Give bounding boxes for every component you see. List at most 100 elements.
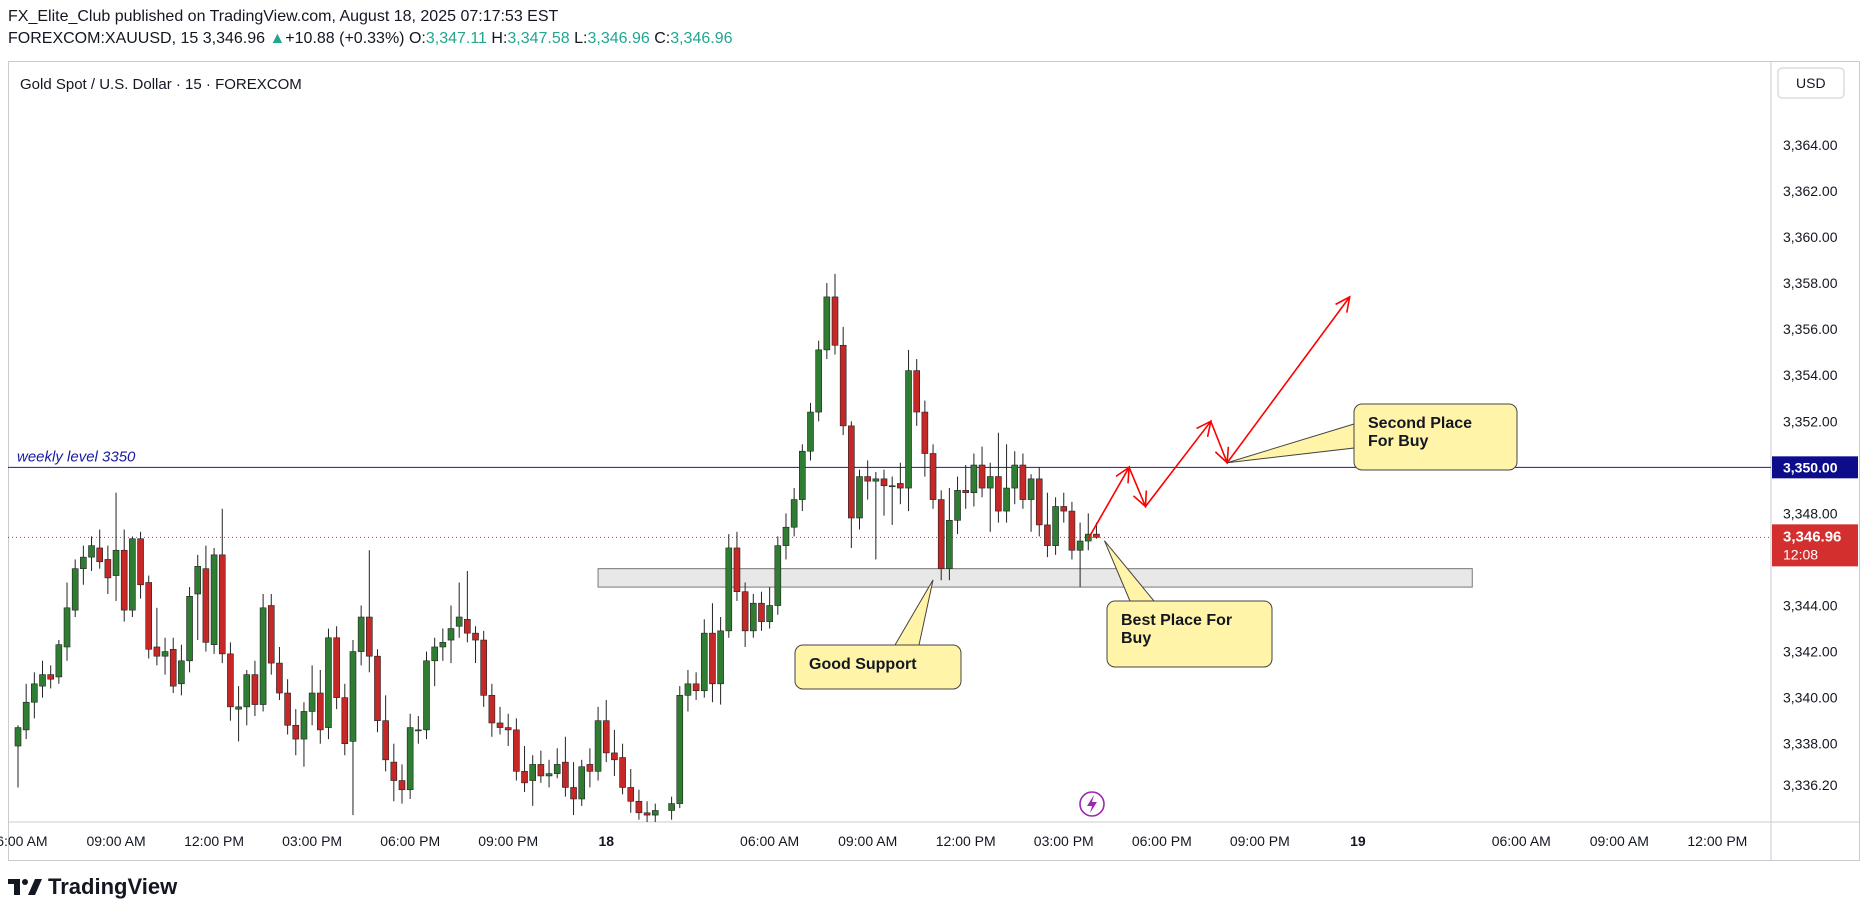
y-tick-label: 3,336.20 — [1783, 777, 1838, 793]
candle-body — [210, 554, 218, 645]
candle-body — [570, 787, 577, 800]
y-tick-label: 3,356.00 — [1783, 321, 1838, 337]
arrowhead-icon — [1115, 465, 1131, 484]
candle-body — [55, 644, 63, 678]
candle-body — [807, 411, 814, 452]
candle-body — [839, 344, 847, 427]
candle-body — [553, 764, 561, 774]
candle-body — [1076, 540, 1084, 551]
x-tick-label: 12:00 PM — [936, 833, 996, 849]
candle-body — [431, 646, 438, 662]
candle-body — [292, 724, 300, 740]
candle-body — [954, 490, 961, 521]
candle-body — [96, 547, 103, 563]
x-tick-label: 09:00 PM — [1230, 833, 1290, 849]
close-label: C: — [654, 30, 671, 47]
countdown-timer: 12:08 — [1783, 546, 1818, 562]
tradingview-logo-icon — [8, 879, 42, 895]
candle-body — [749, 602, 757, 632]
candle-body — [937, 499, 945, 569]
candle-body — [1060, 506, 1068, 512]
candle-body — [635, 800, 643, 814]
candle-body — [1044, 524, 1051, 546]
candle-body — [864, 476, 871, 482]
candle-body — [333, 637, 340, 698]
candle-body — [962, 490, 970, 493]
candle-body — [643, 812, 651, 816]
candle-body — [464, 619, 471, 634]
candle-body — [480, 639, 487, 696]
candle-body — [325, 637, 332, 728]
candle-body — [717, 630, 724, 685]
candle-body — [831, 296, 839, 346]
candle-body — [758, 602, 765, 622]
candle-body — [700, 632, 708, 692]
candle-body — [382, 720, 389, 761]
candle-body — [194, 566, 202, 595]
candle-body — [513, 729, 520, 772]
candle-body — [692, 683, 700, 692]
candle-body — [529, 764, 537, 781]
weekly-level-price-tag-text: 3,350.00 — [1783, 459, 1838, 475]
candle-body — [227, 653, 234, 708]
candle-body — [725, 547, 733, 632]
open-label: O: — [408, 30, 426, 47]
tradingview-logo[interactable]: TradingView — [8, 874, 177, 900]
publisher-line: FX_Elite_Club published on TradingView.c… — [8, 8, 559, 25]
candle-body — [594, 720, 602, 772]
candle-body — [22, 701, 30, 731]
candle-body — [741, 591, 749, 632]
candle-body — [823, 296, 831, 351]
candle-body — [815, 349, 822, 413]
candle-body — [472, 632, 479, 641]
candle-body — [888, 485, 896, 488]
candle-body — [995, 476, 1002, 512]
candle-body — [161, 651, 169, 657]
y-tick-label: 3,348.00 — [1783, 505, 1838, 521]
candle-body — [488, 695, 496, 724]
candle-body — [774, 545, 782, 606]
candle-body — [978, 464, 986, 489]
candle-body — [1068, 510, 1076, 551]
candle-body — [374, 655, 381, 721]
candle-body — [709, 632, 716, 685]
candle-body — [545, 773, 553, 777]
projection-path — [1087, 296, 1351, 540]
candle-body — [284, 692, 291, 726]
candle-body — [782, 526, 790, 546]
lightning-bolt-icon — [1087, 795, 1097, 813]
x-tick-label: 06:00 AM — [1492, 833, 1551, 849]
good-support-callout-pointer — [894, 579, 934, 646]
candle-body — [267, 605, 275, 664]
candle-body — [921, 411, 929, 454]
candle-body — [856, 476, 863, 519]
candle-body — [349, 651, 357, 742]
candle-body — [913, 370, 921, 413]
candle-body — [1027, 478, 1035, 500]
good-support-callout-text: Good Support — [809, 656, 917, 673]
support-zone — [597, 568, 1473, 588]
candle-body — [235, 706, 242, 710]
candle-body — [970, 464, 978, 493]
candle-body — [611, 752, 618, 761]
current-price-tag-text: 3,346.96 — [1783, 528, 1841, 545]
second-place-callout-pointer — [1227, 423, 1355, 464]
candle-body — [259, 607, 267, 705]
candle-body — [439, 642, 447, 648]
candle-body — [39, 674, 46, 687]
candle-body — [251, 674, 259, 705]
x-tick-label: 09:00 AM — [86, 833, 145, 849]
y-tick-label: 3,354.00 — [1783, 367, 1838, 383]
candle-body — [651, 810, 659, 816]
candle-body — [80, 556, 87, 569]
x-tick-label: 12:00 PM — [1687, 833, 1747, 849]
candle-body — [848, 425, 855, 519]
candle-body — [104, 559, 112, 579]
second-place-callout-box — [1353, 403, 1518, 471]
symbol-info-line: FOREXCOM:XAUUSD, 15 3,346.96 ▲+10.88 (+0… — [8, 28, 732, 50]
candle-body — [169, 648, 177, 687]
candle-body — [537, 764, 545, 777]
good-support-callout-box — [794, 644, 962, 690]
candle-body — [63, 607, 71, 648]
